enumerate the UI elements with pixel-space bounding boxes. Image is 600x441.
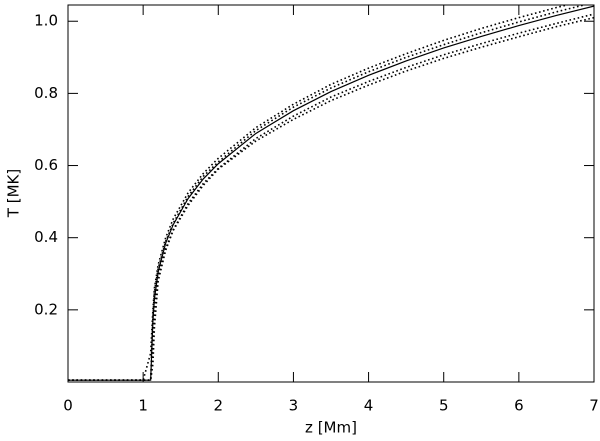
x-tick-label: 0	[63, 397, 73, 415]
series-line	[68, 16, 594, 381]
x-axis-label: z [Mm]	[305, 419, 357, 437]
y-tick-label: 0.6	[34, 156, 58, 174]
x-tick-label: 1	[138, 397, 148, 415]
series-line	[68, 5, 588, 381]
series-line	[68, 5, 571, 381]
x-tick-label: 3	[289, 397, 299, 415]
plot-frame	[67, 4, 595, 383]
x-tick-label: 5	[439, 397, 449, 415]
y-tick-label: 0.8	[34, 84, 58, 102]
x-tick-label: 2	[214, 397, 224, 415]
series-line	[68, 13, 594, 381]
y-tick-label: 1.0	[34, 12, 58, 30]
x-tick-label: 4	[364, 397, 374, 415]
y-axis-label: T [MK]	[5, 169, 23, 218]
y-tick-label: 0.2	[34, 300, 58, 318]
x-tick-label: 6	[514, 397, 524, 415]
series-line	[68, 5, 594, 381]
y-tick-label: 0.4	[34, 228, 58, 246]
x-tick-label: 7	[589, 397, 599, 415]
